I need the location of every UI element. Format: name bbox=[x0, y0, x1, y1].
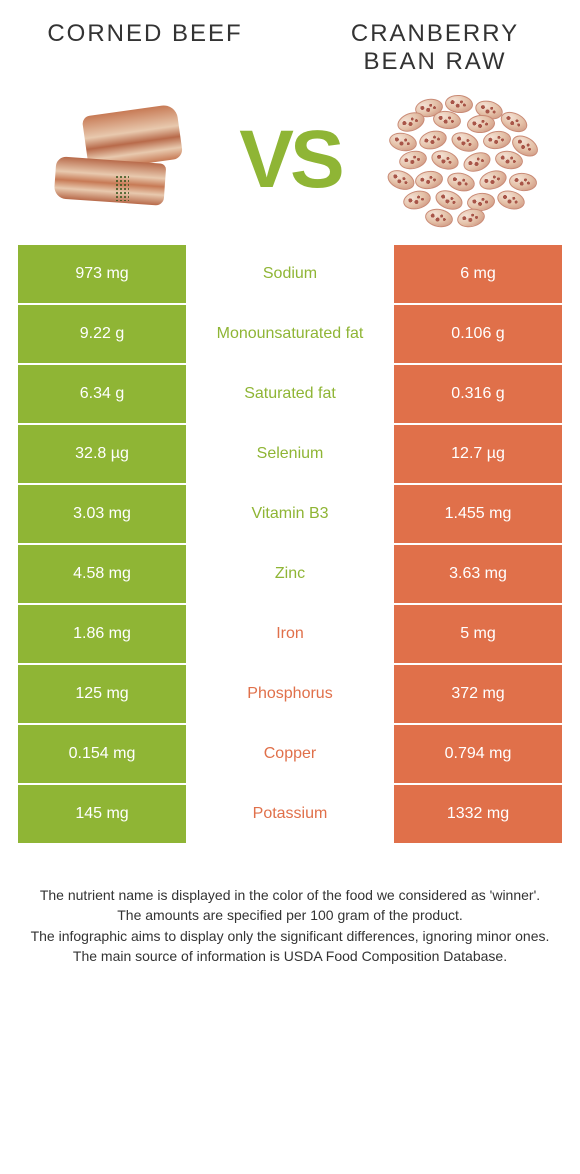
left-value: 9.22 g bbox=[18, 305, 186, 363]
left-title: CORNED BEEF bbox=[45, 20, 245, 75]
table-row: 125 mgPhosphorus372 mg bbox=[18, 665, 562, 723]
nutrient-name: Copper bbox=[186, 725, 394, 783]
left-value: 0.154 mg bbox=[18, 725, 186, 783]
right-value: 12.7 µg bbox=[394, 425, 562, 483]
table-row: 6.34 gSaturated fat0.316 g bbox=[18, 365, 562, 423]
header: CORNED BEEF CRANBERRY BEAN RAW bbox=[0, 0, 580, 85]
vs-label: VS bbox=[239, 113, 340, 207]
footer-line: The amounts are specified per 100 gram o… bbox=[30, 905, 550, 925]
right-value: 372 mg bbox=[394, 665, 562, 723]
nutrient-name: Saturated fat bbox=[186, 365, 394, 423]
left-value: 3.03 mg bbox=[18, 485, 186, 543]
footer-line: The nutrient name is displayed in the co… bbox=[30, 885, 550, 905]
right-value: 3.63 mg bbox=[394, 545, 562, 603]
left-value: 145 mg bbox=[18, 785, 186, 843]
right-food-image bbox=[380, 95, 540, 225]
nutrient-name: Monounsaturated fat bbox=[186, 305, 394, 363]
right-value: 0.106 g bbox=[394, 305, 562, 363]
right-value: 1.455 mg bbox=[394, 485, 562, 543]
nutrient-name: Phosphorus bbox=[186, 665, 394, 723]
right-title: CRANBERRY BEAN RAW bbox=[335, 20, 535, 75]
right-value: 5 mg bbox=[394, 605, 562, 663]
cranberry-beans-illustration bbox=[385, 95, 535, 225]
table-row: 4.58 mgZinc3.63 mg bbox=[18, 545, 562, 603]
nutrient-name: Vitamin B3 bbox=[186, 485, 394, 543]
footer-line: The infographic aims to display only the… bbox=[30, 926, 550, 946]
nutrient-name: Zinc bbox=[186, 545, 394, 603]
left-value: 4.58 mg bbox=[18, 545, 186, 603]
table-row: 3.03 mgVitamin B31.455 mg bbox=[18, 485, 562, 543]
table-row: 32.8 µgSelenium12.7 µg bbox=[18, 425, 562, 483]
left-food-image bbox=[40, 95, 200, 225]
nutrient-name: Potassium bbox=[186, 785, 394, 843]
vs-row: VS bbox=[0, 85, 580, 245]
nutrient-name: Sodium bbox=[186, 245, 394, 303]
left-value: 125 mg bbox=[18, 665, 186, 723]
right-value: 0.794 mg bbox=[394, 725, 562, 783]
table-row: 9.22 gMonounsaturated fat0.106 g bbox=[18, 305, 562, 363]
left-value: 32.8 µg bbox=[18, 425, 186, 483]
left-value: 973 mg bbox=[18, 245, 186, 303]
right-value: 6 mg bbox=[394, 245, 562, 303]
right-value: 0.316 g bbox=[394, 365, 562, 423]
nutrient-name: Iron bbox=[186, 605, 394, 663]
table-row: 145 mgPotassium1332 mg bbox=[18, 785, 562, 843]
left-value: 1.86 mg bbox=[18, 605, 186, 663]
right-value: 1332 mg bbox=[394, 785, 562, 843]
corned-beef-illustration bbox=[45, 105, 195, 215]
footer-notes: The nutrient name is displayed in the co… bbox=[0, 845, 580, 966]
table-row: 1.86 mgIron5 mg bbox=[18, 605, 562, 663]
table-row: 0.154 mgCopper0.794 mg bbox=[18, 725, 562, 783]
comparison-table: 973 mgSodium6 mg9.22 gMonounsaturated fa… bbox=[0, 245, 580, 843]
footer-line: The main source of information is USDA F… bbox=[30, 946, 550, 966]
left-value: 6.34 g bbox=[18, 365, 186, 423]
table-row: 973 mgSodium6 mg bbox=[18, 245, 562, 303]
nutrient-name: Selenium bbox=[186, 425, 394, 483]
